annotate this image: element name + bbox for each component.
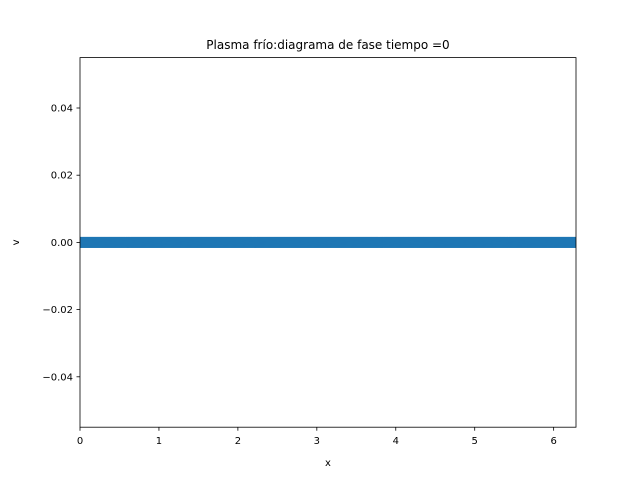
x-tick-label: 3 (314, 436, 320, 447)
x-tick-label: 5 (472, 436, 478, 447)
x-axis-ticks: 0 1 2 3 4 5 6 (77, 427, 557, 447)
y-tick-label: 0.02 (51, 171, 73, 182)
y-tick-label: −0.02 (42, 305, 73, 316)
x-tick-label: 4 (393, 436, 399, 447)
x-tick-label: 1 (156, 436, 162, 447)
y-tick-label: 0.00 (51, 238, 73, 249)
x-tick-label: 0 (77, 436, 83, 447)
x-tick-label: 6 (550, 436, 556, 447)
y-axis-ticks: −0.04 −0.02 0.00 0.02 0.04 (42, 104, 80, 383)
data-point (570, 236, 576, 248)
y-axis-label: v (11, 239, 22, 245)
y-tick-label: 0.04 (51, 104, 73, 115)
points-layer (80, 236, 576, 248)
x-axis-label: x (325, 458, 331, 469)
x-tick-label: 2 (235, 436, 241, 447)
chart-title: Plasma frío:diagrama de fase tiempo =0 (206, 38, 449, 52)
y-tick-label: −0.04 (42, 372, 73, 383)
